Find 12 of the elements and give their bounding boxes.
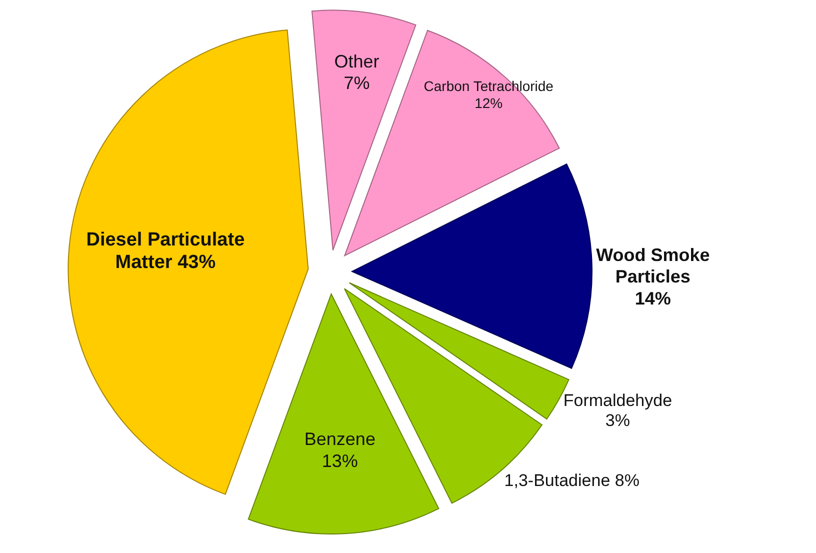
data-label: 14%	[634, 288, 671, 308]
slice-label: Benzene	[304, 429, 376, 450]
slice-label: Carbon Tetrachloride	[424, 78, 554, 94]
slice-label: 1,3-Butadiene 8%	[504, 470, 640, 490]
data-label: 3%	[605, 411, 630, 430]
slice-label: Wood Smoke Particles	[596, 245, 710, 287]
data-label: 7%	[344, 72, 370, 93]
data-label: 12%	[474, 94, 503, 111]
slice-label: Other	[334, 51, 380, 72]
data-label: 13%	[322, 450, 358, 471]
slice-label: Formaldehyde	[563, 390, 672, 410]
slice-label: Diesel Particulate Matter 43%	[86, 229, 245, 274]
